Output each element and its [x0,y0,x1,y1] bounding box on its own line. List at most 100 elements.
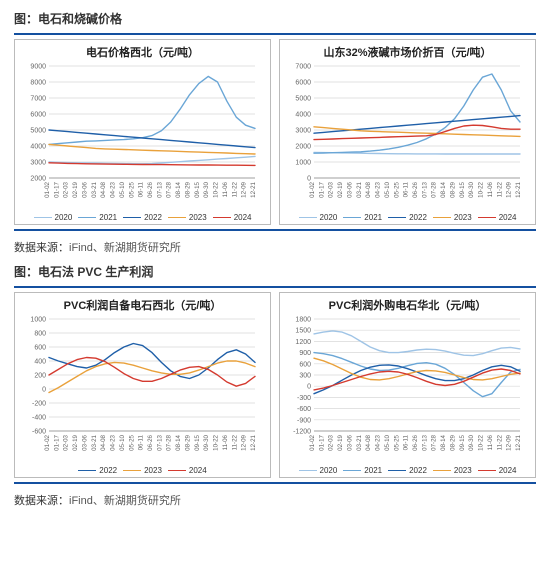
svg-text:06-11: 06-11 [403,181,410,197]
svg-text:09-15: 09-15 [194,181,201,197]
chart-legend: 20202021202220232024 [19,213,266,222]
legend-item: 2022 [78,466,117,475]
legend-label: 2023 [144,466,162,475]
svg-text:06-26: 06-26 [412,434,419,450]
svg-text:2000: 2000 [295,144,311,151]
chart-plot: 2000300040005000600070008000900001-0201-… [19,62,266,222]
section2-title: 图：电石法 PVC 生产利润 [14,263,536,280]
legend-swatch [299,217,317,218]
legend-item: 2024 [478,466,517,475]
svg-text:9000: 9000 [30,64,46,71]
legend-swatch [478,217,496,218]
legend-item: 2020 [299,213,338,222]
svg-text:12-09: 12-09 [241,434,248,450]
svg-text:12-09: 12-09 [506,181,513,197]
divider [14,482,536,484]
svg-text:08-29: 08-29 [449,181,456,197]
svg-text:11-22: 11-22 [231,434,238,450]
svg-text:10-22: 10-22 [213,181,220,197]
svg-text:09-15: 09-15 [459,434,466,450]
chart-legend: 2022 2023 2024 [19,466,266,475]
legend-item: 2023 [433,466,472,475]
legend-item: 2022 [123,213,162,222]
legend-swatch [388,217,406,218]
svg-text:06-26: 06-26 [147,434,154,450]
svg-text:07-28: 07-28 [166,434,173,450]
chart-legend: 2020 2021 2022 2023 2024 [284,466,531,475]
legend-swatch [123,470,141,471]
svg-text:600: 600 [34,345,46,352]
legend-item: 2022 [388,213,427,222]
legend-swatch [34,217,52,218]
svg-text:03-21: 03-21 [356,181,363,197]
legend-label: 2020 [320,466,338,475]
svg-text:05-25: 05-25 [128,434,135,450]
svg-text:03-21: 03-21 [91,434,98,450]
svg-text:03-21: 03-21 [356,434,363,450]
legend-swatch [433,217,451,218]
svg-text:05-10: 05-10 [384,181,391,197]
legend-item: 2023 [123,466,162,475]
legend-swatch [168,217,186,218]
legend-swatch [78,217,96,218]
svg-text:08-14: 08-14 [440,434,447,450]
chart-title: PVC利润外购电石华北（元/吨） [284,297,531,313]
svg-text:3000: 3000 [30,160,46,167]
svg-text:7000: 7000 [30,96,46,103]
svg-text:0: 0 [307,384,311,391]
divider [14,286,536,288]
svg-text:1500: 1500 [295,328,311,335]
divider [14,229,536,231]
legend-swatch [343,217,361,218]
legend-item: 2022 [388,466,427,475]
svg-text:11-06: 11-06 [222,434,229,450]
svg-text:04-08: 04-08 [365,434,372,450]
legend-label: 2023 [454,213,472,222]
svg-text:1800: 1800 [295,317,311,324]
legend-item: 2023 [433,213,472,222]
svg-text:-900: -900 [297,417,311,424]
svg-text:03-06: 03-06 [81,434,88,450]
svg-text:11-22: 11-22 [496,181,503,197]
svg-text:01-17: 01-17 [318,181,325,197]
chart-legend: 20202021202220232024 [284,213,531,222]
legend-label: 2021 [364,466,382,475]
svg-text:02-19: 02-19 [337,181,344,197]
svg-text:11-06: 11-06 [487,434,494,450]
svg-text:10-22: 10-22 [478,434,485,450]
svg-text:3000: 3000 [295,128,311,135]
svg-text:09-15: 09-15 [459,181,466,197]
legend-label: 2021 [364,213,382,222]
svg-text:06-11: 06-11 [138,434,145,450]
svg-text:08-14: 08-14 [175,434,182,450]
svg-text:900: 900 [299,350,311,357]
legend-label: 2023 [189,213,207,222]
svg-text:7000: 7000 [295,64,311,71]
svg-text:07-13: 07-13 [421,181,428,197]
svg-text:5000: 5000 [295,96,311,103]
svg-text:05-10: 05-10 [119,181,126,197]
source-label: 数据来源： [14,242,69,254]
svg-text:04-08: 04-08 [100,434,107,450]
svg-text:0: 0 [42,387,46,394]
svg-text:8000: 8000 [30,80,46,87]
svg-text:07-28: 07-28 [166,181,173,197]
legend-item: 2021 [343,466,382,475]
svg-text:02-19: 02-19 [337,434,344,450]
svg-text:04-23: 04-23 [110,181,117,197]
chart-title: PVC利润自备电石西北（元/吨） [19,297,266,313]
svg-text:08-14: 08-14 [440,181,447,197]
divider [14,33,536,35]
source-line: 数据来源：iFind、新湖期货研究所 [14,239,536,255]
svg-text:2000: 2000 [30,176,46,183]
svg-text:08-29: 08-29 [184,181,191,197]
source-label: 数据来源： [14,495,69,507]
legend-swatch [168,470,186,471]
svg-text:02-03: 02-03 [328,434,335,450]
svg-text:11-22: 11-22 [496,434,503,450]
legend-item: 2021 [343,213,382,222]
svg-text:0: 0 [307,176,311,183]
svg-text:02-03: 02-03 [63,181,70,197]
svg-text:12-21: 12-21 [250,181,257,197]
legend-item: 2024 [168,466,207,475]
